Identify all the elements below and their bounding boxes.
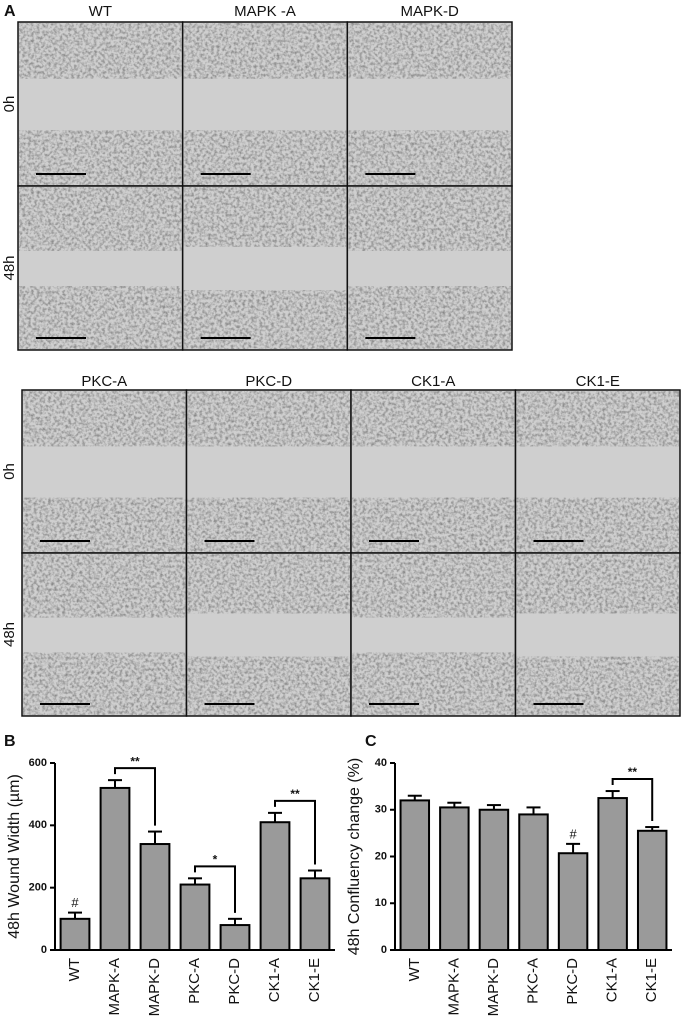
y-tick-label: 40 bbox=[375, 757, 387, 769]
row-label: 48h bbox=[1, 622, 18, 647]
bracket-label: ** bbox=[628, 765, 638, 779]
y-tick-label: 400 bbox=[29, 819, 47, 831]
cell-texture bbox=[348, 23, 511, 79]
cell-texture bbox=[348, 130, 511, 185]
x-tick-label: MAPK-D bbox=[485, 958, 502, 1017]
x-tick-label: PKC-A bbox=[186, 958, 203, 1004]
cell-texture bbox=[187, 656, 350, 715]
x-tick-label: MAPK-A bbox=[106, 958, 123, 1016]
significance-marker: # bbox=[569, 826, 577, 841]
bar bbox=[259, 821, 291, 952]
row-label: 48h bbox=[1, 255, 18, 280]
x-tick-label: PKC-D bbox=[226, 958, 243, 1005]
x-tick-label: CK1-A bbox=[604, 958, 621, 1002]
y-tick-label: 200 bbox=[29, 882, 47, 894]
cell-texture bbox=[23, 391, 186, 447]
cell-texture bbox=[187, 391, 350, 447]
bracket bbox=[114, 767, 156, 826]
y-tick-label: 10 bbox=[375, 897, 387, 909]
column-label: WT bbox=[89, 3, 112, 20]
cell-texture bbox=[183, 130, 347, 185]
cell-texture bbox=[183, 187, 347, 247]
bar bbox=[518, 813, 549, 951]
bracket-label: ** bbox=[290, 787, 300, 801]
x-tick-label: CK1-E bbox=[306, 958, 323, 1002]
x-tick-label: WT bbox=[406, 958, 423, 981]
x-tick-label: CK1-A bbox=[266, 958, 283, 1002]
cell-texture bbox=[516, 391, 679, 447]
column-label: CK1-A bbox=[411, 373, 455, 390]
y-tick-label: 30 bbox=[375, 804, 387, 816]
cell-texture bbox=[19, 23, 182, 79]
bar bbox=[59, 917, 91, 951]
x-tick-label: WT bbox=[66, 958, 83, 981]
bar bbox=[439, 806, 470, 951]
significance-marker: # bbox=[71, 895, 79, 910]
cell-texture bbox=[352, 652, 515, 715]
bracket bbox=[194, 865, 236, 913]
cell-texture bbox=[516, 497, 679, 552]
x-tick-label: MAPK-D bbox=[146, 958, 163, 1017]
cell-texture bbox=[348, 286, 511, 349]
cell-texture bbox=[348, 187, 511, 251]
y-tick-label: 0 bbox=[381, 944, 387, 956]
cell-texture bbox=[19, 130, 182, 185]
y-tick-label: 0 bbox=[41, 944, 47, 956]
cell-texture bbox=[516, 656, 679, 715]
y-axis-label: 48h Wound Width (µm) bbox=[6, 774, 23, 939]
bracket bbox=[611, 778, 654, 822]
x-tick-label: MAPK-A bbox=[445, 958, 462, 1016]
bar bbox=[478, 808, 510, 951]
cell-texture bbox=[187, 497, 350, 552]
x-tick-label: CK1-E bbox=[643, 958, 660, 1002]
cell-texture bbox=[19, 187, 182, 251]
column-label: MAPK-D bbox=[400, 3, 459, 20]
y-tick-label: 600 bbox=[29, 757, 47, 769]
cell-texture bbox=[23, 652, 186, 715]
bracket-label: * bbox=[213, 852, 218, 866]
column-label: MAPK -A bbox=[234, 3, 296, 20]
cell-texture bbox=[183, 290, 347, 349]
bar bbox=[399, 799, 431, 952]
cell-texture bbox=[352, 497, 515, 552]
row-label: 0h bbox=[1, 96, 18, 113]
panel-label: C bbox=[365, 733, 377, 750]
bar bbox=[636, 829, 668, 951]
cell-texture bbox=[23, 497, 186, 552]
y-tick-label: 20 bbox=[375, 850, 387, 862]
cell-texture bbox=[183, 23, 347, 79]
cell-texture bbox=[23, 554, 186, 618]
cell-texture bbox=[352, 391, 515, 447]
column-label: CK1-E bbox=[576, 373, 620, 390]
bracket-label: ** bbox=[130, 754, 140, 768]
panel-label: B bbox=[4, 733, 16, 750]
cell-texture bbox=[352, 554, 515, 618]
y-axis-label: 48h Confluency change (%) bbox=[346, 758, 363, 955]
bar bbox=[219, 924, 251, 951]
bar bbox=[139, 843, 171, 951]
panel-label: A bbox=[4, 3, 16, 20]
cell-texture bbox=[19, 286, 182, 349]
bar bbox=[99, 786, 131, 952]
bracket bbox=[274, 799, 316, 865]
cell-texture bbox=[187, 554, 350, 614]
x-tick-label: PKC-A bbox=[524, 958, 541, 1004]
cell-texture bbox=[516, 554, 679, 614]
column-label: PKC-D bbox=[245, 373, 292, 390]
bar bbox=[597, 797, 628, 951]
bar bbox=[557, 852, 589, 951]
column-label: PKC-A bbox=[81, 373, 127, 390]
row-label: 0h bbox=[1, 463, 18, 480]
bar bbox=[179, 883, 211, 951]
bar bbox=[299, 877, 331, 951]
x-tick-label: PKC-D bbox=[564, 958, 581, 1005]
